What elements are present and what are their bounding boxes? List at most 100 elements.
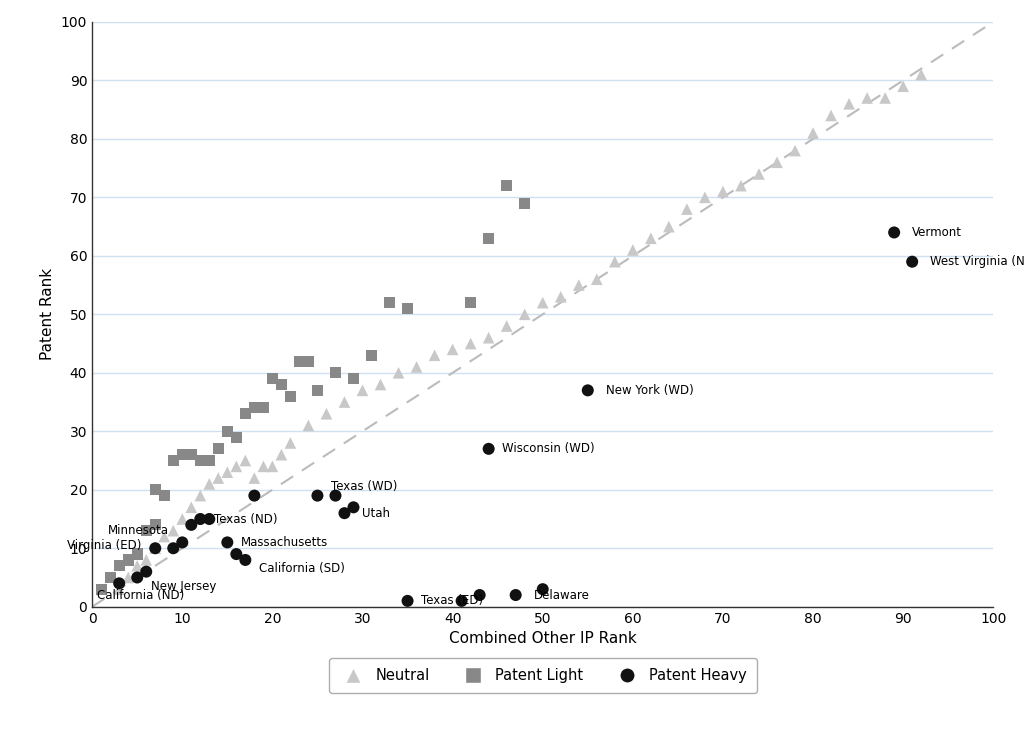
Point — [238, 554, 254, 566]
Point — [165, 542, 181, 554]
Point — [516, 197, 532, 209]
Point — [877, 92, 893, 104]
Point — [373, 379, 389, 390]
Point — [283, 437, 299, 449]
Point — [210, 443, 226, 455]
Text: Texas (WD): Texas (WD) — [331, 480, 397, 493]
Point — [480, 232, 497, 244]
Text: Utah: Utah — [362, 507, 390, 520]
Point — [913, 69, 930, 80]
Point — [283, 390, 299, 402]
Text: Vermont: Vermont — [912, 226, 963, 239]
Point — [454, 595, 470, 607]
Point — [336, 396, 352, 408]
Point — [535, 583, 551, 595]
Point — [147, 542, 164, 554]
Point — [859, 92, 876, 104]
Point — [174, 537, 190, 548]
Point — [273, 379, 290, 390]
Point — [138, 525, 155, 537]
Point — [841, 98, 857, 110]
Point — [111, 577, 127, 589]
Point — [255, 461, 271, 472]
Point — [228, 431, 245, 443]
Text: Virginia (ED): Virginia (ED) — [68, 539, 141, 552]
Point — [111, 560, 127, 572]
Point — [516, 308, 532, 320]
Point — [120, 572, 136, 583]
Text: Delaware: Delaware — [534, 588, 590, 602]
Point — [381, 297, 397, 308]
Point — [183, 501, 200, 513]
Point — [733, 180, 750, 192]
Point — [193, 490, 209, 501]
Point — [399, 303, 416, 314]
Point — [409, 361, 425, 373]
Point — [499, 180, 515, 192]
Text: New York (WD): New York (WD) — [606, 384, 693, 397]
Point — [904, 256, 921, 268]
Point — [291, 355, 307, 367]
Point — [156, 490, 172, 501]
Text: Wisconsin (WD): Wisconsin (WD) — [502, 442, 595, 455]
Point — [273, 449, 290, 461]
Point — [193, 513, 209, 525]
Point — [138, 554, 155, 566]
Text: West Virginia (ND): West Virginia (ND) — [930, 255, 1024, 268]
Point — [480, 443, 497, 455]
Point — [886, 227, 902, 238]
Point — [201, 478, 217, 490]
Point — [147, 519, 164, 531]
Point — [660, 221, 677, 232]
Point — [328, 490, 344, 501]
Point — [219, 425, 236, 437]
Point — [499, 320, 515, 332]
Point — [165, 525, 181, 537]
Point — [174, 513, 190, 525]
Point — [463, 338, 479, 349]
Point — [328, 367, 344, 379]
Point — [480, 332, 497, 344]
Point — [426, 349, 442, 361]
Point — [102, 572, 119, 583]
Point — [120, 554, 136, 566]
Point — [309, 490, 326, 501]
Point — [238, 408, 254, 420]
Point — [696, 192, 713, 203]
Point — [715, 186, 731, 197]
Text: California (SD): California (SD) — [259, 562, 345, 575]
Point — [219, 466, 236, 478]
Point — [129, 560, 145, 572]
Point — [309, 385, 326, 396]
Point — [165, 455, 181, 466]
Point — [570, 279, 587, 291]
X-axis label: Combined Other IP Rank: Combined Other IP Rank — [449, 631, 637, 646]
Point — [228, 548, 245, 560]
Text: Texas (ND): Texas (ND) — [214, 512, 278, 526]
Point — [553, 291, 569, 303]
Point — [300, 355, 316, 367]
Point — [345, 501, 361, 513]
Point — [625, 244, 641, 256]
Point — [354, 385, 371, 396]
Point — [264, 373, 281, 385]
Point — [769, 156, 785, 168]
Point — [805, 127, 821, 139]
Point — [786, 145, 803, 156]
Legend: Neutral, Patent Light, Patent Heavy: Neutral, Patent Light, Patent Heavy — [329, 658, 757, 693]
Point — [300, 420, 316, 431]
Point — [823, 110, 840, 121]
Point — [156, 531, 172, 542]
Point — [129, 548, 145, 560]
Point — [336, 507, 352, 519]
Point — [264, 461, 281, 472]
Point — [193, 455, 209, 466]
Point — [589, 273, 605, 285]
Point — [345, 373, 361, 385]
Point — [895, 80, 911, 92]
Point — [535, 297, 551, 308]
Point — [606, 256, 623, 268]
Point — [255, 402, 271, 414]
Point — [93, 583, 110, 595]
Point — [238, 455, 254, 466]
